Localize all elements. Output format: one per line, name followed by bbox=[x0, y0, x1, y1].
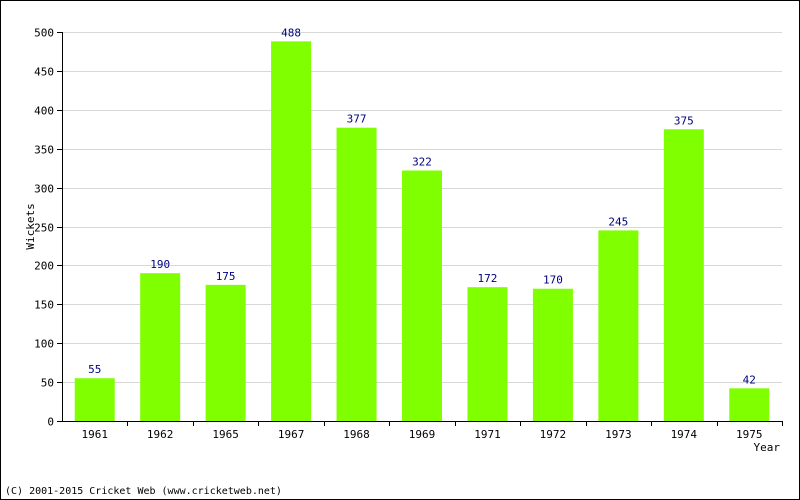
y-tick-label: 350 bbox=[34, 144, 54, 157]
x-tick-label: 1974 bbox=[671, 428, 698, 441]
data-label: 170 bbox=[543, 274, 563, 287]
bar bbox=[598, 230, 639, 421]
data-label: 175 bbox=[216, 270, 236, 283]
x-tick-label: 1961 bbox=[81, 428, 108, 441]
axes bbox=[57, 32, 783, 426]
data-label: 322 bbox=[412, 155, 432, 168]
bars bbox=[74, 41, 770, 421]
bar bbox=[467, 287, 508, 421]
x-tick-label: 1971 bbox=[474, 428, 501, 441]
bar bbox=[140, 273, 181, 421]
y-tick-label: 400 bbox=[34, 105, 54, 118]
bar bbox=[205, 284, 246, 421]
x-tick-label: 1969 bbox=[409, 428, 436, 441]
data-label: 377 bbox=[347, 113, 367, 126]
x-axis-title: Year bbox=[754, 441, 781, 454]
labels: 0 50 100 150 200 250 300 350 400 450 500 55 1961 190 1… bbox=[34, 26, 762, 441]
y-tick-label: 150 bbox=[34, 299, 54, 312]
data-label: 172 bbox=[478, 272, 498, 285]
y-tick-label: 250 bbox=[34, 222, 54, 235]
bar bbox=[532, 288, 573, 421]
x-tick-label: 1968 bbox=[343, 428, 370, 441]
x-tick-label: 1965 bbox=[212, 428, 239, 441]
y-tick-label: 200 bbox=[34, 260, 54, 273]
copyright-footer: (C) 2001-2015 Cricket Web (www.cricketwe… bbox=[5, 486, 282, 497]
data-label: 42 bbox=[743, 373, 756, 386]
bar bbox=[336, 127, 377, 421]
y-tick-label: 0 bbox=[47, 416, 54, 429]
data-label: 488 bbox=[281, 26, 301, 39]
y-tick-label: 500 bbox=[34, 27, 54, 40]
x-tick-label: 1972 bbox=[540, 428, 567, 441]
y-tick-label: 50 bbox=[41, 377, 54, 390]
bar bbox=[729, 388, 770, 421]
x-tick-label: 1962 bbox=[147, 428, 174, 441]
data-label: 375 bbox=[674, 114, 694, 127]
bar bbox=[74, 378, 115, 421]
y-axis-title: Wickets bbox=[24, 203, 37, 249]
y-tick-label: 100 bbox=[34, 338, 54, 351]
bar bbox=[271, 41, 312, 421]
x-tick-label: 1973 bbox=[605, 428, 632, 441]
y-tick-label: 300 bbox=[34, 183, 54, 196]
y-tick-label: 450 bbox=[34, 66, 54, 79]
bar bbox=[402, 170, 442, 421]
data-label: 190 bbox=[150, 258, 170, 271]
data-label: 55 bbox=[88, 363, 101, 376]
bar bbox=[663, 129, 704, 421]
x-tick-label: 1967 bbox=[278, 428, 305, 441]
data-label: 245 bbox=[608, 215, 628, 228]
x-tick-label: 1975 bbox=[736, 428, 763, 441]
